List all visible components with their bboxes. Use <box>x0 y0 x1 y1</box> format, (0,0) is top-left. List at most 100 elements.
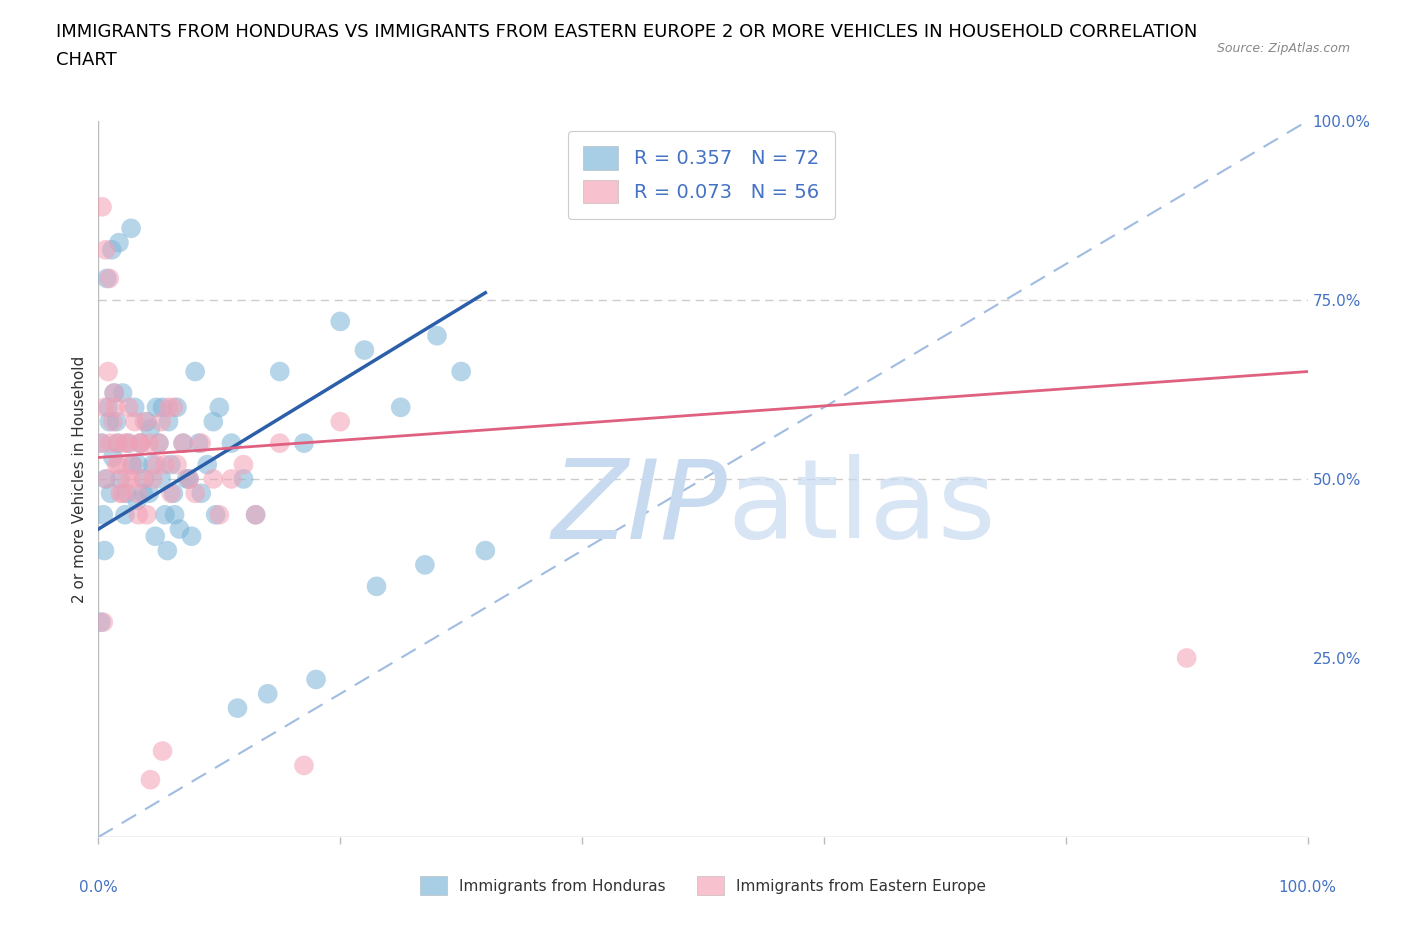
Text: CHART: CHART <box>56 51 117 69</box>
Point <box>172 435 194 451</box>
Point <box>157 414 180 429</box>
Point <box>1175 651 1198 666</box>
Point <box>90 615 112 630</box>
Point <box>256 686 278 701</box>
Point <box>329 314 352 329</box>
Point <box>153 458 176 472</box>
Point <box>184 485 207 500</box>
Point <box>111 386 134 401</box>
Point <box>96 271 118 286</box>
Point <box>152 400 174 415</box>
Point <box>162 400 184 415</box>
Point <box>135 508 157 523</box>
Point <box>100 435 122 451</box>
Point <box>187 435 209 451</box>
Point <box>117 435 139 451</box>
Point <box>148 435 170 451</box>
Point <box>221 472 243 486</box>
Point <box>127 458 149 472</box>
Point <box>107 435 129 451</box>
Point <box>269 364 291 379</box>
Point <box>132 472 155 486</box>
Point <box>107 435 129 451</box>
Point <box>98 271 121 286</box>
Point <box>100 485 122 500</box>
Point <box>163 508 186 523</box>
Point <box>103 386 125 401</box>
Point <box>204 508 226 523</box>
Point <box>166 400 188 415</box>
Point <box>94 472 117 486</box>
Point <box>101 414 124 429</box>
Point <box>105 414 128 429</box>
Point <box>202 414 225 429</box>
Text: IMMIGRANTS FROM HONDURAS VS IMMIGRANTS FROM EASTERN EUROPE 2 OR MORE VEHICLES IN: IMMIGRANTS FROM HONDURAS VS IMMIGRANTS F… <box>56 23 1198 41</box>
Point <box>413 557 436 572</box>
Point <box>184 364 207 379</box>
Point <box>118 400 141 415</box>
Point <box>138 485 160 500</box>
Point <box>129 435 152 451</box>
Point <box>127 485 149 500</box>
Point <box>129 435 152 451</box>
Point <box>195 458 218 472</box>
Point <box>202 472 225 486</box>
Point <box>108 485 131 500</box>
Point <box>114 435 136 451</box>
Text: atlas: atlas <box>727 454 995 561</box>
Point <box>190 435 212 451</box>
Point <box>474 543 496 558</box>
Point <box>172 435 194 451</box>
Point <box>96 472 118 486</box>
Point <box>180 529 202 544</box>
Legend: Immigrants from Honduras, Immigrants from Eastern Europe: Immigrants from Honduras, Immigrants fro… <box>413 870 993 901</box>
Point <box>128 435 150 451</box>
Point <box>150 414 173 429</box>
Point <box>450 364 472 379</box>
Point <box>208 400 231 415</box>
Point <box>169 522 191 537</box>
Point <box>121 458 143 472</box>
Point <box>91 508 114 523</box>
Point <box>292 435 315 451</box>
Point <box>91 615 114 630</box>
Point <box>114 508 136 523</box>
Point <box>389 400 412 415</box>
Point <box>232 472 254 486</box>
Point <box>152 744 174 759</box>
Text: 0.0%: 0.0% <box>79 880 118 895</box>
Point <box>111 485 134 500</box>
Point <box>162 485 184 500</box>
Point <box>176 472 198 486</box>
Point <box>94 243 117 258</box>
Point <box>97 364 120 379</box>
Point <box>120 472 142 486</box>
Point <box>226 700 249 715</box>
Point <box>124 414 146 429</box>
Point <box>93 543 115 558</box>
Point <box>208 508 231 523</box>
Point <box>97 400 120 415</box>
Point <box>179 472 201 486</box>
Point <box>124 400 146 415</box>
Text: Source: ZipAtlas.com: Source: ZipAtlas.com <box>1216 42 1350 55</box>
Point <box>118 435 141 451</box>
Point <box>101 450 124 465</box>
Point <box>100 243 122 258</box>
Point <box>115 485 138 500</box>
Point <box>329 414 352 429</box>
Y-axis label: 2 or more Vehicles in Household: 2 or more Vehicles in Household <box>72 355 87 603</box>
Point <box>103 386 125 401</box>
Point <box>426 328 449 343</box>
Point <box>190 485 212 500</box>
Point <box>108 458 131 472</box>
Point <box>127 493 149 508</box>
Point <box>156 543 179 558</box>
Point <box>160 458 183 472</box>
Point <box>232 458 254 472</box>
Point <box>179 472 201 486</box>
Point <box>305 672 328 687</box>
Point <box>121 458 143 472</box>
Point <box>138 435 160 451</box>
Point <box>93 400 115 415</box>
